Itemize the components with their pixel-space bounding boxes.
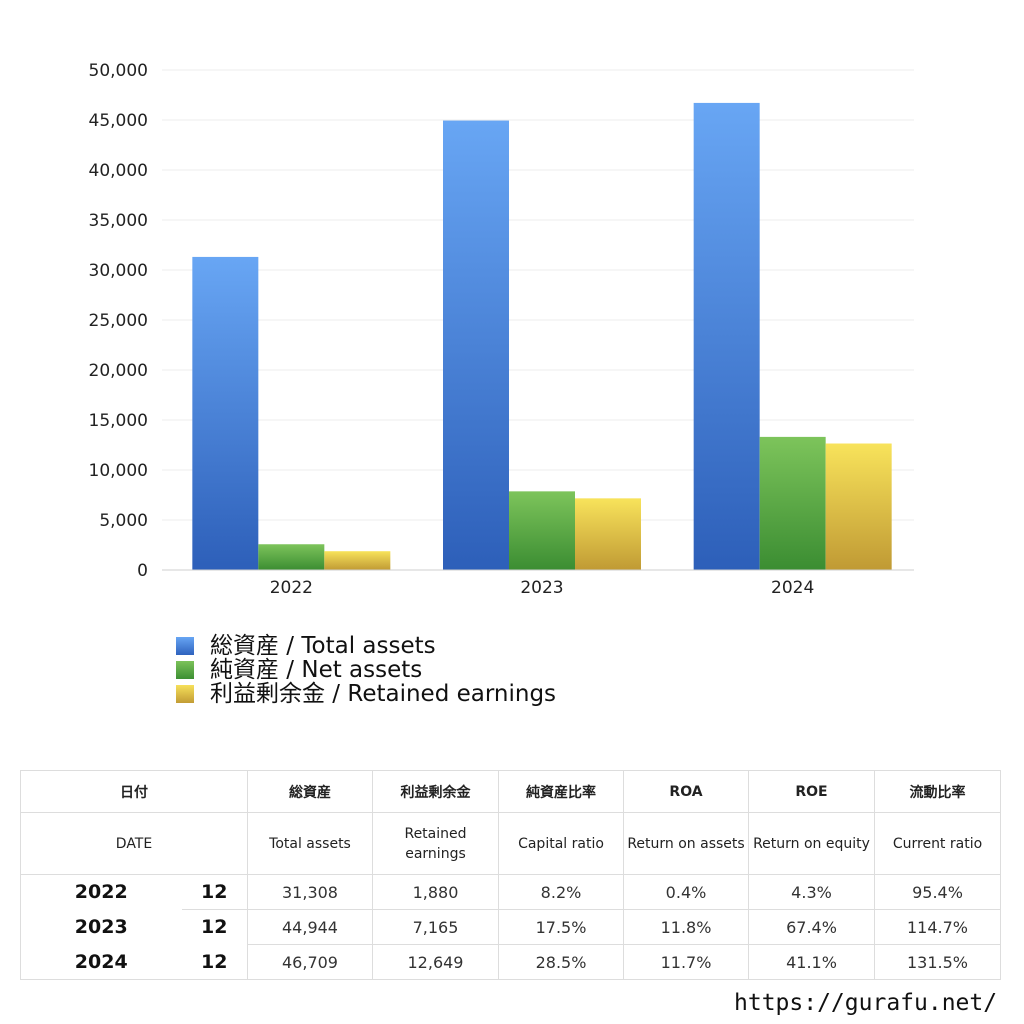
header-capital-ratio-en: Capital ratio [498, 812, 624, 875]
row-year: 2023 [20, 909, 182, 945]
header-roe-ja: ROE [748, 770, 875, 813]
row-current-ratio: 131.5% [874, 944, 1001, 980]
y-tick-label: 45,000 [89, 111, 148, 131]
legend-label-retained-earnings: 利益剰余金 / Retained earnings [210, 681, 557, 707]
header-date-en: DATE [20, 812, 248, 875]
legend-label-net-assets: 純資産 / Net assets [210, 657, 423, 683]
x-tick-label: 2023 [520, 578, 563, 598]
row-roe: 67.4% [748, 909, 875, 945]
y-tick-label: 35,000 [89, 211, 148, 231]
x-tick-label: 2024 [771, 578, 814, 598]
row-month: 12 [181, 944, 248, 980]
bar-retained-earnings-2023 [575, 498, 641, 570]
bar-retained-earnings-2022 [324, 551, 391, 570]
header-current-ratio-ja: 流動比率 [874, 770, 1001, 813]
row-total-assets: 31,308 [247, 874, 373, 910]
row-retained-earnings: 1,880 [372, 874, 499, 910]
row-retained-earnings: 12,649 [372, 944, 499, 980]
header-retained-earnings-en: Retained earnings [372, 812, 499, 875]
row-current-ratio: 95.4% [874, 874, 1001, 910]
row-roa: 0.4% [623, 874, 749, 910]
header-current-ratio-en: Current ratio [874, 812, 1001, 875]
legend-swatch-retained-earnings [176, 685, 194, 703]
row-month: 12 [181, 909, 248, 945]
y-tick-label: 50,000 [89, 61, 148, 81]
y-tick-label: 30,000 [89, 261, 148, 281]
y-tick-label: 20,000 [89, 361, 148, 381]
row-roa: 11.8% [623, 909, 749, 945]
bar-net-assets-2024 [759, 436, 826, 570]
header-roe-en: Return on equity [748, 812, 875, 875]
legend-swatch-net-assets [176, 661, 194, 679]
y-tick-label: 5,000 [99, 511, 148, 531]
bar-net-assets-2023 [509, 491, 575, 570]
bar-chart: 0 5,000 10,000 15,000 20,000 25,000 30,000 35,0… [89, 61, 914, 598]
legend-label-total-assets: 総資産 / Total assets [210, 633, 436, 659]
bar-total-assets-2022 [192, 256, 259, 570]
y-tick-label: 25,000 [89, 311, 148, 331]
table-row: 2024 12 46,709 12,649 28.5% 11.7% 41.1% … [20, 944, 1001, 980]
header-retained-earnings-ja: 利益剰余金 [372, 770, 499, 813]
legend-swatch-total-assets [176, 637, 194, 655]
financial-table: 日付 総資産 利益剰余金 純資産比率 ROA ROE 流動比率 DATE Tot… [20, 770, 1001, 980]
header-roa-ja: ROA [623, 770, 749, 813]
site-url[interactable]: https://gurafu.net/ [734, 990, 998, 1016]
table-row: 2022 12 31,308 1,880 8.2% 0.4% 4.3% 95.4… [20, 874, 1001, 910]
bar-total-assets-2023 [443, 120, 509, 570]
legend-item-total-assets: 総資産 / Total assets [176, 634, 556, 658]
x-tick-label: 2022 [270, 578, 313, 598]
row-total-assets: 44,944 [247, 909, 373, 945]
gridlines [162, 69, 914, 521]
row-year: 2022 [20, 874, 182, 910]
header-roa-en: Return on assets [623, 812, 749, 875]
row-year: 2024 [20, 944, 182, 980]
table-header-ja: 日付 総資産 利益剰余金 純資産比率 ROA ROE 流動比率 [20, 770, 1001, 813]
table-header-en: DATE Total assets Retained earnings Capi… [20, 812, 1001, 875]
row-capital-ratio: 17.5% [498, 909, 624, 945]
header-date-ja: 日付 [20, 770, 248, 813]
y-tick-label: 10,000 [89, 461, 148, 481]
header-total-assets-ja: 総資産 [247, 770, 373, 813]
y-tick-label: 15,000 [89, 411, 148, 431]
bar-total-assets-2024 [693, 102, 760, 570]
row-roe: 41.1% [748, 944, 875, 980]
row-retained-earnings: 7,165 [372, 909, 499, 945]
row-total-assets: 46,709 [247, 944, 373, 980]
row-roa: 11.7% [623, 944, 749, 980]
row-roe: 4.3% [748, 874, 875, 910]
chart-legend: 総資産 / Total assets 純資産 / Net assets 利益剰余… [176, 634, 556, 706]
row-capital-ratio: 8.2% [498, 874, 624, 910]
y-axis-ticks: 0 5,000 10,000 15,000 20,000 25,000 30,000 35,0… [89, 61, 148, 581]
row-current-ratio: 114.7% [874, 909, 1001, 945]
bars [192, 102, 892, 570]
legend-item-net-assets: 純資産 / Net assets [176, 658, 556, 682]
legend-item-retained-earnings: 利益剰余金 / Retained earnings [176, 682, 556, 706]
y-tick-label: 40,000 [89, 161, 148, 181]
bar-retained-earnings-2024 [825, 443, 892, 570]
bar-net-assets-2022 [258, 544, 325, 570]
header-capital-ratio-ja: 純資産比率 [498, 770, 624, 813]
x-axis-ticks: 2022 2023 2024 [270, 578, 815, 598]
y-tick-label: 0 [137, 561, 148, 581]
row-month: 12 [181, 874, 248, 910]
header-total-assets-en: Total assets [247, 812, 373, 875]
row-capital-ratio: 28.5% [498, 944, 624, 980]
table-row: 2023 12 44,944 7,165 17.5% 11.8% 67.4% 1… [20, 909, 1001, 945]
